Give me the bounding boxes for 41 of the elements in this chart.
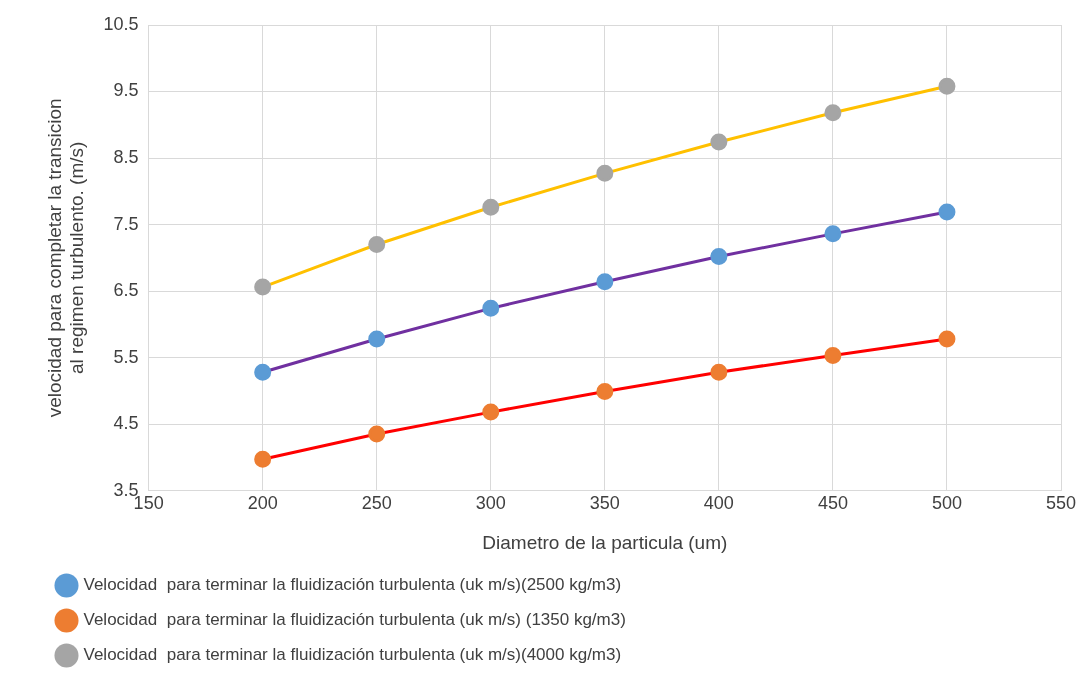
point bbox=[482, 403, 500, 421]
point bbox=[482, 198, 500, 216]
x-tick-label: 500 bbox=[931, 493, 962, 514]
point bbox=[710, 363, 728, 381]
y-tick-label: 8.5 bbox=[113, 147, 139, 167]
point bbox=[368, 425, 386, 443]
y-axis-title: velocidad para completar la transicion al regimen turbulento. (m/s) bbox=[43, 98, 88, 418]
point bbox=[938, 330, 956, 348]
point bbox=[254, 363, 272, 381]
point bbox=[482, 299, 500, 317]
y-tick-label: 4.5 bbox=[113, 413, 139, 434]
x-tick-label: 450 bbox=[817, 493, 848, 514]
x-tick-label: 400 bbox=[703, 493, 734, 514]
y-tick-label: 5.5 bbox=[113, 346, 139, 367]
legend-label: Velocidad para terminar la fluidización turbulenta (uk m/s)(2500 kg/m3) bbox=[83, 575, 622, 595]
point bbox=[596, 382, 614, 400]
point bbox=[824, 104, 842, 122]
x-axis-title: Diametro de la particula (um) bbox=[482, 531, 728, 553]
y-tick-label: 6.5 bbox=[113, 280, 139, 301]
point bbox=[596, 164, 614, 182]
point bbox=[710, 247, 728, 265]
point bbox=[824, 347, 842, 365]
point bbox=[824, 225, 842, 243]
y-tick-label: 7.5 bbox=[113, 213, 139, 234]
point bbox=[710, 133, 728, 151]
point bbox=[938, 203, 956, 221]
point bbox=[938, 77, 956, 95]
legend-label: Velocidad para terminar la fluidización turbulenta (uk m/s)(4000 kg/m3) bbox=[83, 645, 622, 665]
x-tick-label: 300 bbox=[475, 493, 506, 514]
y-tick-label: 9.5 bbox=[113, 80, 139, 101]
point bbox=[254, 278, 272, 296]
legend-label: Velocidad para terminar la fluidización turbulenta (uk m/s) (1350 kg/m3) bbox=[83, 610, 626, 630]
x-tick-label: 200 bbox=[247, 493, 278, 514]
point bbox=[368, 236, 386, 253]
point bbox=[254, 450, 272, 468]
x-tick-label: 350 bbox=[589, 493, 620, 514]
x-tick-label: 250 bbox=[361, 493, 392, 514]
point bbox=[368, 330, 386, 348]
point bbox=[596, 273, 614, 291]
x-tick-label: 550 bbox=[1045, 493, 1077, 514]
y-tick-label: 10.5 bbox=[103, 13, 139, 34]
